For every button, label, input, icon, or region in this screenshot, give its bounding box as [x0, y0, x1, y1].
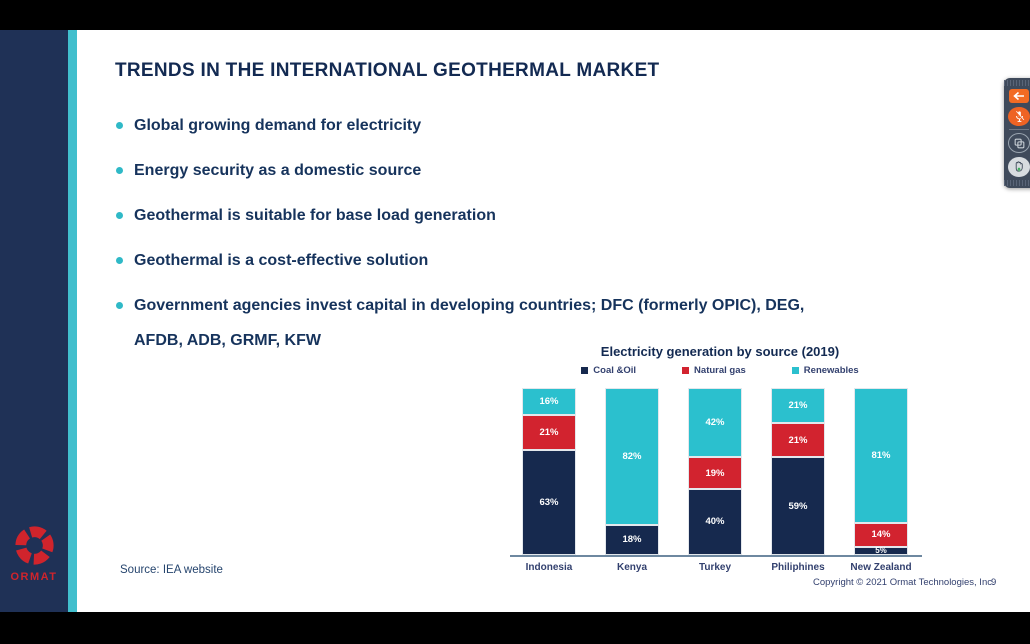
chart-plot: 63% 21% 16% 18% 82% 40% 19% 42% 59% 21% 21% 5% 14% 81…	[505, 388, 935, 555]
ormat-logo-icon	[14, 526, 54, 565]
bar-segment-label: 5%	[875, 546, 887, 556]
bar-segment: 82%	[605, 388, 659, 525]
bullet-item: Geothermal is a cost-effective solution	[115, 243, 995, 278]
bullet-dot-icon	[116, 302, 123, 309]
category-label: Kenya	[616, 562, 648, 573]
category-label: Philiphines	[771, 562, 825, 573]
bar-segment: 42%	[688, 388, 742, 458]
bar-segment: 16%	[522, 388, 576, 415]
legend-label: Coal &Oil	[593, 365, 637, 376]
copy-pages-icon	[1014, 138, 1024, 149]
floating-toolbar	[1004, 78, 1030, 188]
bar-segment: 18%	[605, 524, 659, 555]
source-note: Source: IEA website	[120, 564, 223, 576]
legend-item: Renewables	[791, 365, 859, 376]
bullet-dot-icon	[116, 122, 123, 129]
toolbar-divider	[1009, 129, 1029, 131]
bullet-dot-icon	[116, 257, 123, 264]
raise-hand-icon	[1015, 161, 1023, 172]
bar-column: 40% 19% 42%	[688, 388, 742, 555]
category-label: New Zealand	[850, 562, 912, 573]
bar-column: 18% 82%	[605, 388, 659, 555]
legend-label: Renewables	[803, 365, 859, 376]
bar-segment-label: 21%	[788, 399, 808, 411]
ormat-logo: ORMAT	[0, 522, 68, 583]
copy-pages-button[interactable]	[1008, 133, 1030, 154]
electricity-generation-chart: Electricity generation by source (2019) …	[505, 344, 935, 589]
back-arrow-icon	[1013, 91, 1024, 101]
bar-column: 59% 21% 21%	[771, 388, 825, 555]
raise-hand-button[interactable]	[1008, 157, 1030, 177]
bar-segment-label: 82%	[622, 450, 642, 462]
category-label: Turkey	[698, 562, 732, 573]
bullet-text: Geothermal is a cost-effective solution	[134, 252, 429, 269]
bar-segment: 14%	[854, 523, 908, 547]
page-number: 9	[991, 577, 997, 588]
bullet-text: Government agencies invest capital in de…	[134, 297, 805, 349]
bar-segment-label: 63%	[539, 496, 559, 508]
bullet-list: Global growing demand for electricity En…	[115, 108, 995, 368]
bar-segment-label: 19%	[705, 467, 725, 479]
bar-segment-label: 21%	[539, 426, 559, 438]
bar-segment: 21%	[771, 422, 825, 458]
microphone-muted-icon	[1014, 110, 1024, 122]
bullet-item: Geothermal is suitable for base load gen…	[115, 198, 995, 233]
bullet-dot-icon	[116, 212, 123, 219]
bullet-dot-icon	[116, 167, 123, 174]
chart-legend: Coal &Oil Natural gas Renewables	[505, 365, 935, 376]
teal-accent-stripe	[68, 30, 77, 612]
copyright-text: Copyright © 2021 Ormat Technologies, Inc…	[813, 577, 995, 588]
bar-segment-label: 16%	[539, 395, 559, 407]
bar-segment: 81%	[854, 388, 908, 524]
legend-item: Natural gas	[682, 365, 746, 376]
category-label: Indonesia	[525, 562, 573, 573]
slide-sidebar	[0, 30, 68, 612]
bar-segment: 21%	[522, 414, 576, 450]
bar-segment-label: 21%	[788, 434, 808, 446]
bullet-item: Global growing demand for electricity	[115, 108, 995, 143]
bar-segment: 19%	[688, 457, 742, 489]
bar-segment: 63%	[522, 449, 576, 555]
legend-item: Coal &Oil	[581, 365, 636, 376]
bar-segment-label: 18%	[622, 534, 642, 546]
bullet-text: Global growing demand for electricity	[134, 117, 422, 134]
chart-title: Electricity generation by source (2019)	[600, 344, 840, 359]
legend-marker-icon	[682, 367, 690, 374]
legend-marker-icon	[581, 367, 589, 374]
slide-title: TRENDS IN THE INTERNATIONAL GEOTHERMAL M…	[115, 60, 660, 81]
ormat-logo-text: ORMAT	[10, 571, 58, 583]
bar-segment-label: 14%	[871, 529, 891, 541]
back-button[interactable]	[1009, 89, 1029, 103]
bullet-item: Government agencies invest capital in de…	[115, 288, 995, 358]
bar-segment-label: 59%	[788, 500, 808, 512]
legend-marker-icon	[791, 367, 799, 374]
bullet-text: Geothermal is suitable for base load gen…	[134, 207, 496, 224]
bar-segment: 59%	[771, 457, 825, 555]
bar-column: 63% 21% 16%	[522, 388, 576, 555]
bar-segment-label: 40%	[705, 516, 725, 528]
bar-segment: 5%	[854, 546, 908, 556]
bar-segment-label: 81%	[871, 450, 891, 462]
microphone-mute-button[interactable]	[1008, 106, 1030, 127]
bullet-text: Energy security as a domestic source	[134, 162, 422, 179]
legend-label: Natural gas	[694, 365, 746, 376]
bar-segment-label: 42%	[705, 417, 725, 429]
toolbar-drag-handle[interactable]	[1004, 179, 1030, 186]
bar-segment: 21%	[771, 388, 825, 423]
toolbar-drag-handle[interactable]	[1004, 80, 1030, 87]
bullet-item: Energy security as a domestic source	[115, 153, 995, 188]
bar-column: 5% 14% 81%	[854, 388, 908, 555]
bar-segment: 40%	[688, 488, 742, 555]
chart-x-axis	[510, 555, 922, 557]
